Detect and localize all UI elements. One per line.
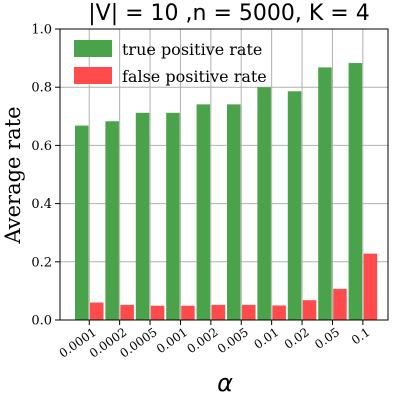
bar-false-positive-rate	[211, 304, 226, 320]
plot-frame	[59, 28, 389, 321]
legend: true positive rate false positive rate	[74, 40, 267, 86]
y-tick-label: 1.0	[31, 23, 52, 38]
bar-true-positive-rate	[227, 104, 241, 320]
bar-false-positive-rate	[333, 288, 347, 320]
bar-false-positive-rate	[150, 305, 165, 320]
x-tick-label: 0.05	[312, 325, 342, 352]
bar-true-positive-rate	[257, 87, 271, 320]
legend-swatch-false-positive-rate	[74, 67, 112, 84]
legend-label-true-positive-rate: true positive rate	[122, 40, 262, 59]
bar-true-positive-rate	[135, 112, 150, 320]
x-tick-label: 0.01	[251, 325, 281, 352]
bar-true-positive-rate	[105, 121, 119, 320]
bar-false-positive-rate	[242, 304, 256, 320]
bar-true-positive-rate	[75, 125, 89, 320]
x-tick-label: 0.1	[349, 325, 373, 347]
x-tick-label: 0.002	[184, 325, 220, 356]
chart-title: |V| = 10 ,n = 5000, K = 4	[88, 1, 369, 26]
bar-false-positive-rate	[363, 253, 378, 320]
y-tick-label: 0.6	[31, 139, 52, 154]
bars-layer	[75, 63, 378, 321]
x-tick-label: 0.005	[215, 325, 251, 356]
bar-false-positive-rate	[302, 300, 317, 320]
legend-label-false-positive-rate: false positive rate	[122, 67, 267, 86]
bar-false-positive-rate	[181, 305, 195, 320]
y-tick-label: 0.2	[31, 255, 52, 270]
bar-false-positive-rate	[272, 305, 286, 320]
x-tick-label: 0.001	[154, 325, 190, 356]
bar-false-positive-rate	[90, 302, 104, 320]
y-tick-label: 0.8	[31, 81, 52, 96]
legend-swatch-true-positive-rate	[74, 40, 112, 57]
bar-false-positive-rate	[120, 304, 134, 320]
axes-layer	[59, 28, 389, 321]
x-tick-label: 0.02	[282, 325, 312, 352]
bar-true-positive-rate	[166, 112, 180, 320]
bar-true-positive-rate	[318, 67, 332, 320]
y-axis-label: Average rate	[1, 106, 25, 244]
bar-true-positive-rate	[287, 91, 302, 320]
x-axis-label: α	[217, 369, 233, 397]
y-tick-label: 0.0	[31, 314, 52, 329]
y-tick-label: 0.4	[31, 197, 52, 212]
bar-true-positive-rate	[348, 63, 363, 321]
bar-true-positive-rate	[196, 104, 211, 320]
